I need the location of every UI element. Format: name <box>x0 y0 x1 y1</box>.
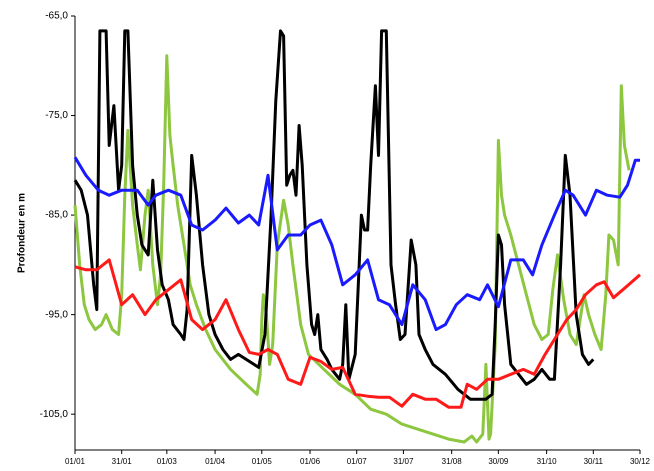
series-line <box>74 258 641 409</box>
y-axis-label: Profondeur en m <box>17 193 28 273</box>
series-line <box>73 29 595 401</box>
x-tick-label: 30/12 <box>630 457 651 466</box>
x-tick-label: 31/07 <box>393 457 414 466</box>
x-tick-label: 01/05 <box>252 457 273 466</box>
x-tick-label: 31/08 <box>442 457 463 466</box>
x-tick-label: 31/01 <box>112 457 133 466</box>
x-tick-label: 01/04 <box>205 457 226 466</box>
x-tick-label: 30/09 <box>488 457 509 466</box>
x-tick-label: 30/11 <box>584 457 604 466</box>
x-tick-label: 01/03 <box>157 457 178 466</box>
x-tick-label: 01/06 <box>300 457 321 466</box>
y-tick-label: -75,0 <box>45 110 68 121</box>
x-tick-label: 01/01 <box>65 457 86 466</box>
y-tick-label: -105,0 <box>40 409 69 420</box>
series-line <box>73 156 640 332</box>
y-tick-label: -95,0 <box>45 309 68 320</box>
y-tick-label: -85,0 <box>45 210 68 221</box>
x-tick-label: 31/10 <box>537 457 558 466</box>
x-tick-label: 01/07 <box>347 457 368 466</box>
y-tick-label: -65,0 <box>45 11 68 22</box>
